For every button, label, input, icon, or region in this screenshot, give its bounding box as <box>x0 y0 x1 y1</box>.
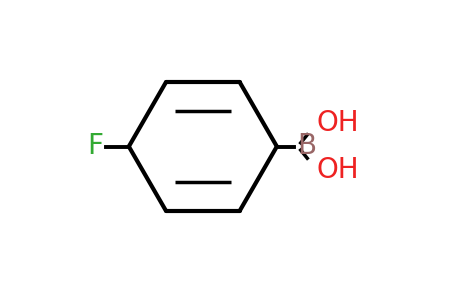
Text: F: F <box>87 132 103 161</box>
Text: OH: OH <box>317 109 359 137</box>
Text: B: B <box>297 132 316 161</box>
Text: OH: OH <box>317 156 359 184</box>
